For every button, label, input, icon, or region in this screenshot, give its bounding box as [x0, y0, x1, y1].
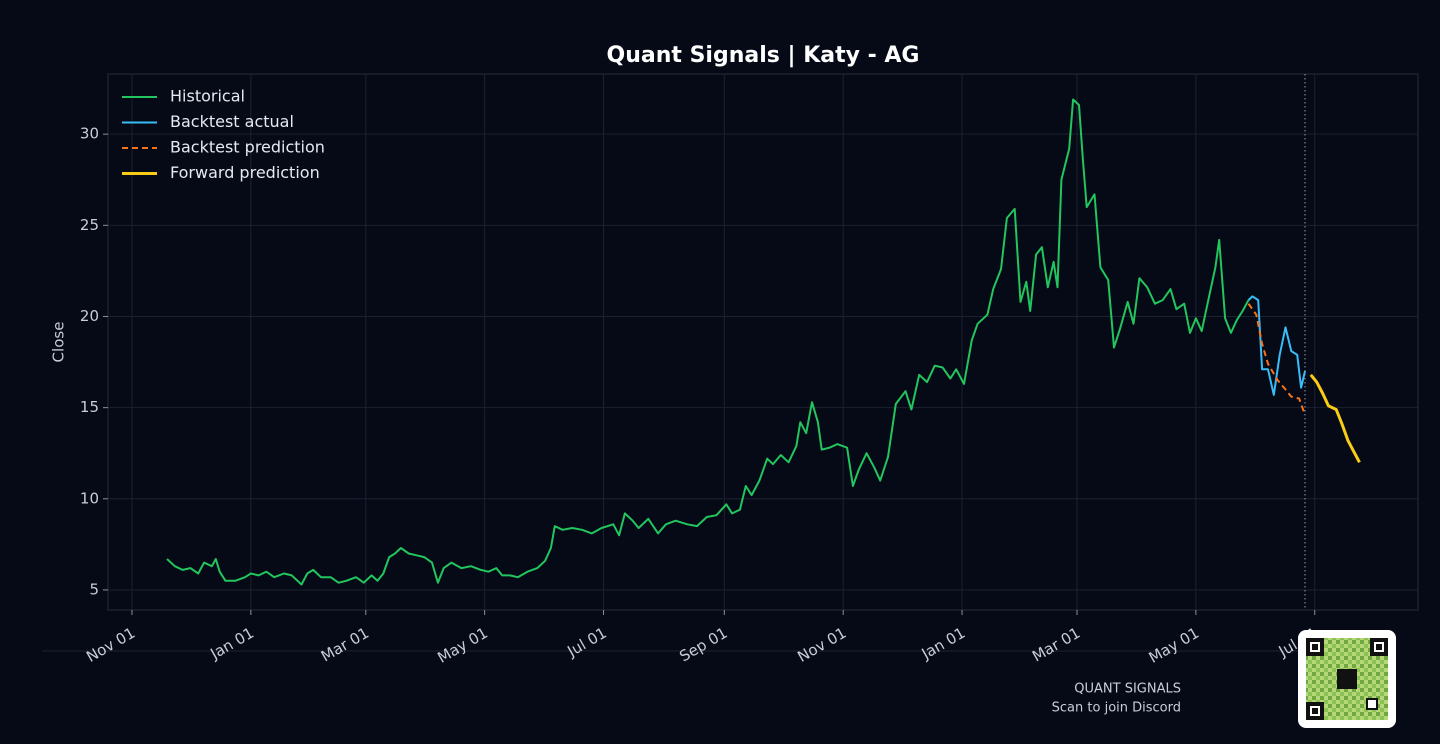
y-tick-label: 15 [80, 398, 99, 416]
legend-label: Historical [170, 87, 245, 106]
y-tick-label: 25 [80, 216, 99, 234]
series-line [1247, 295, 1306, 396]
qr-code [1298, 630, 1396, 728]
legend: Historical Backtest actual Backtest predic… [122, 87, 325, 182]
x-tick-label: May 01 [434, 624, 491, 667]
series-line [1309, 373, 1361, 464]
x-tick-label: Nov 01 [83, 624, 138, 666]
legend-label: Backtest actual [170, 112, 294, 131]
watermark-caption: Scan to join Discord [1052, 701, 1181, 716]
series-line [1247, 303, 1306, 416]
plot-area [107, 73, 1419, 611]
series-line [166, 98, 1250, 586]
x-tick-label: Mar 01 [318, 624, 372, 666]
x-tick-label: Jan 01 [918, 624, 969, 664]
x-tick-label: Sep 01 [676, 624, 730, 666]
x-tick-label: May 01 [1146, 624, 1203, 667]
chart-title: Quant Signals | Katy - AG [607, 43, 920, 68]
y-tick-label: 5 [89, 580, 99, 598]
legend-label: Backtest prediction [170, 138, 325, 157]
y-tick-label: 30 [80, 125, 99, 143]
y-tick-label: 10 [80, 489, 99, 507]
x-tick-label: Jan 01 [207, 624, 258, 664]
lines [166, 98, 1361, 586]
x-tick-label: Mar 01 [1029, 624, 1083, 666]
y-tick-label: 20 [80, 307, 99, 325]
watermark-brand: QUANT SIGNALS [1074, 682, 1181, 697]
legend-label: Forward prediction [170, 163, 320, 182]
x-tick-label: Jul 01 [564, 624, 610, 661]
x-tick-label: Nov 01 [794, 624, 849, 666]
y-axis-label: Close [50, 322, 68, 363]
